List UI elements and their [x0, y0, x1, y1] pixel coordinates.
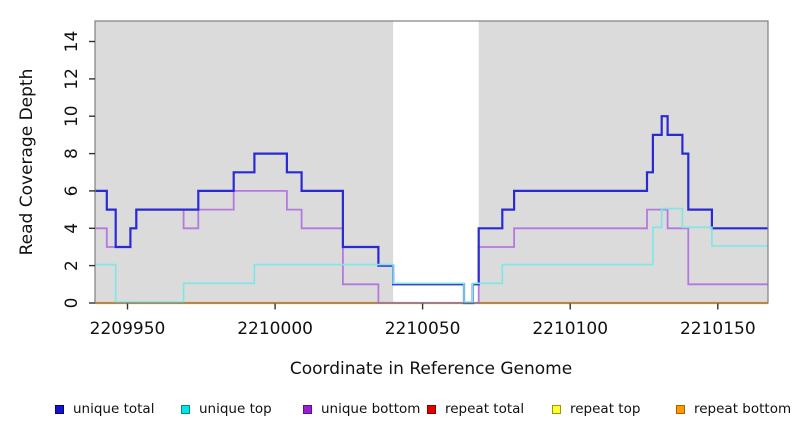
uncovered-region-band — [393, 21, 479, 303]
y-tick-label: 8 — [62, 148, 82, 159]
legend-item-repeat-bottom: repeat bottom — [676, 399, 791, 419]
legend-label: repeat total — [445, 401, 525, 417]
legend: unique total unique top unique bottom repea… — [0, 399, 792, 423]
series-unique-top — [95, 207, 768, 303]
series-unique-total — [95, 115, 768, 305]
y-tick-label: 14 — [62, 31, 82, 53]
y-tick-label: 0 — [62, 298, 82, 309]
legend-item-unique-total: unique total — [55, 399, 154, 419]
x-tick-label: 2210100 — [532, 319, 608, 339]
x-tick-label: 2210050 — [385, 319, 461, 339]
y-tick-label: 4 — [62, 223, 82, 234]
x-tick-label: 2210150 — [680, 319, 756, 339]
legend-label: repeat bottom — [694, 401, 792, 417]
y-tick-label: 2 — [62, 260, 82, 271]
legend-item-unique-top: unique top — [181, 399, 272, 419]
legend-item-repeat-total: repeat total — [427, 399, 524, 419]
repeat-bottom-swatch-icon — [676, 404, 685, 414]
y-tick-label: 12 — [62, 68, 82, 90]
y-tick-label: 6 — [62, 185, 82, 196]
unique-bottom-swatch-icon — [303, 404, 312, 414]
unique-total-swatch-icon — [55, 404, 64, 414]
repeat-top-swatch-icon — [552, 404, 561, 414]
legend-label: unique total — [73, 401, 155, 417]
y-axis-title: Read Coverage Depth — [17, 68, 37, 256]
y-tick-label: 10 — [62, 105, 82, 127]
legend-item-repeat-top: repeat top — [552, 399, 640, 419]
legend-item-unique-bottom: unique bottom — [303, 399, 420, 419]
x-tick-label: 2209950 — [90, 319, 166, 339]
legend-label: unique top — [199, 401, 272, 417]
x-tick-label: 2210000 — [237, 319, 313, 339]
legend-label: repeat top — [570, 401, 641, 417]
plot-frame — [94, 20, 769, 304]
repeat-total-swatch-icon — [427, 404, 436, 414]
x-axis-title: Coordinate in Reference Genome — [289, 359, 573, 379]
legend-label: unique bottom — [321, 401, 421, 417]
unique-top-swatch-icon — [181, 404, 190, 414]
